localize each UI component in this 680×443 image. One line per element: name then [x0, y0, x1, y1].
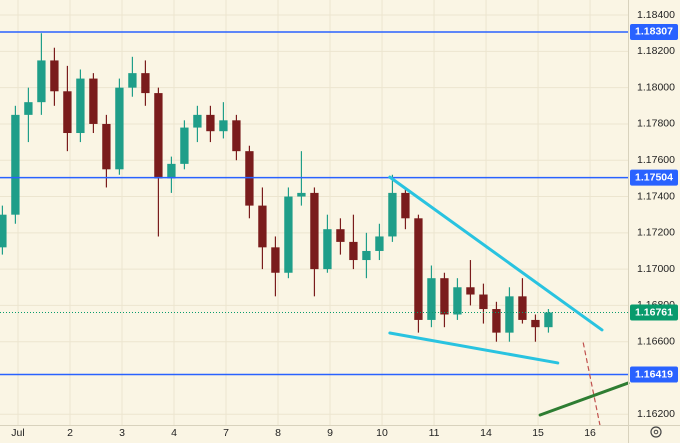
candle-body [544, 312, 553, 328]
candle-body [63, 91, 72, 134]
candle-body [362, 250, 371, 261]
x-tick-label: 3 [119, 427, 125, 439]
y-tick-label: 1.18400 [637, 9, 675, 21]
y-tick-label: 1.17400 [637, 190, 675, 202]
candle-body [453, 287, 462, 315]
candle-body [336, 229, 345, 242]
candle-body [0, 214, 7, 248]
y-tick-label: 1.16600 [637, 335, 675, 347]
x-tick-label: 4 [171, 427, 177, 439]
x-tick-label: Jul [11, 427, 24, 439]
x-tick-label: 2 [67, 427, 73, 439]
candle-body [50, 60, 59, 92]
candle-body [37, 60, 46, 103]
x-tick-label: 7 [223, 427, 229, 439]
candle-body [414, 218, 423, 320]
candle-body [115, 87, 124, 170]
candle-body [24, 102, 33, 115]
candle-body [492, 309, 501, 333]
settings-ring [650, 426, 662, 438]
candle-body [388, 192, 397, 237]
candle-body [76, 78, 85, 134]
level-label-box [630, 23, 678, 40]
candle-body [141, 73, 150, 94]
x-tick-label: 16 [584, 427, 596, 439]
candle-body [479, 294, 488, 310]
y-tick-label: 1.17000 [637, 263, 675, 275]
candle-body [505, 296, 514, 333]
settings-core [653, 429, 659, 435]
plot-area [0, 0, 630, 426]
candle-body [466, 287, 475, 295]
x-tick-label: 8 [275, 427, 281, 439]
level-label-box [630, 366, 678, 383]
candle-body [401, 192, 410, 219]
level-label: 1.18307 [635, 26, 673, 38]
y-tick-label: 1.18200 [637, 45, 675, 57]
x-tick-label: 10 [376, 427, 388, 439]
candle-body [427, 278, 436, 320]
candle-body [193, 114, 202, 128]
candle-body [180, 127, 189, 164]
level-label: 1.17504 [635, 171, 673, 183]
x-tick-label: 14 [480, 427, 492, 439]
y-tick-label: 1.17200 [637, 227, 675, 239]
level-label-box [630, 169, 678, 186]
candle-body [11, 114, 20, 215]
candle-body [375, 236, 384, 251]
settings-icon[interactable] [650, 426, 662, 438]
candle-body [102, 123, 111, 170]
trend-line [538, 381, 630, 417]
candle-body [349, 241, 358, 261]
candle-body [440, 278, 449, 315]
candle-body [271, 247, 280, 273]
y-tick-label: 1.16200 [637, 408, 675, 420]
candle-body [128, 73, 137, 88]
last-price-box [630, 304, 678, 321]
candle-body [167, 163, 176, 179]
x-tick-label: 15 [532, 427, 544, 439]
candle-body [531, 319, 540, 328]
candle-body [232, 120, 241, 152]
x-tick-label: 9 [327, 427, 333, 439]
candle-body [89, 78, 98, 124]
trend-line [388, 175, 604, 332]
y-tick-label: 1.18000 [637, 81, 675, 93]
candle-body [518, 296, 527, 320]
trend-line [582, 342, 601, 426]
candle-body [258, 205, 267, 248]
candle-body [219, 120, 228, 132]
candle-body [310, 192, 319, 270]
y-tick-label: 1.17800 [637, 118, 675, 130]
candle-body [297, 192, 306, 197]
candle-body [206, 114, 215, 132]
candle-body [323, 229, 332, 270]
level-label: 1.16419 [635, 368, 673, 380]
last-price-label: 1.16761 [635, 306, 673, 318]
x-tick-label: 11 [429, 427, 440, 439]
candle-body [154, 93, 163, 179]
y-tick-label: 1.17600 [637, 154, 675, 166]
candle-body [284, 196, 293, 273]
trend-line [388, 331, 560, 365]
